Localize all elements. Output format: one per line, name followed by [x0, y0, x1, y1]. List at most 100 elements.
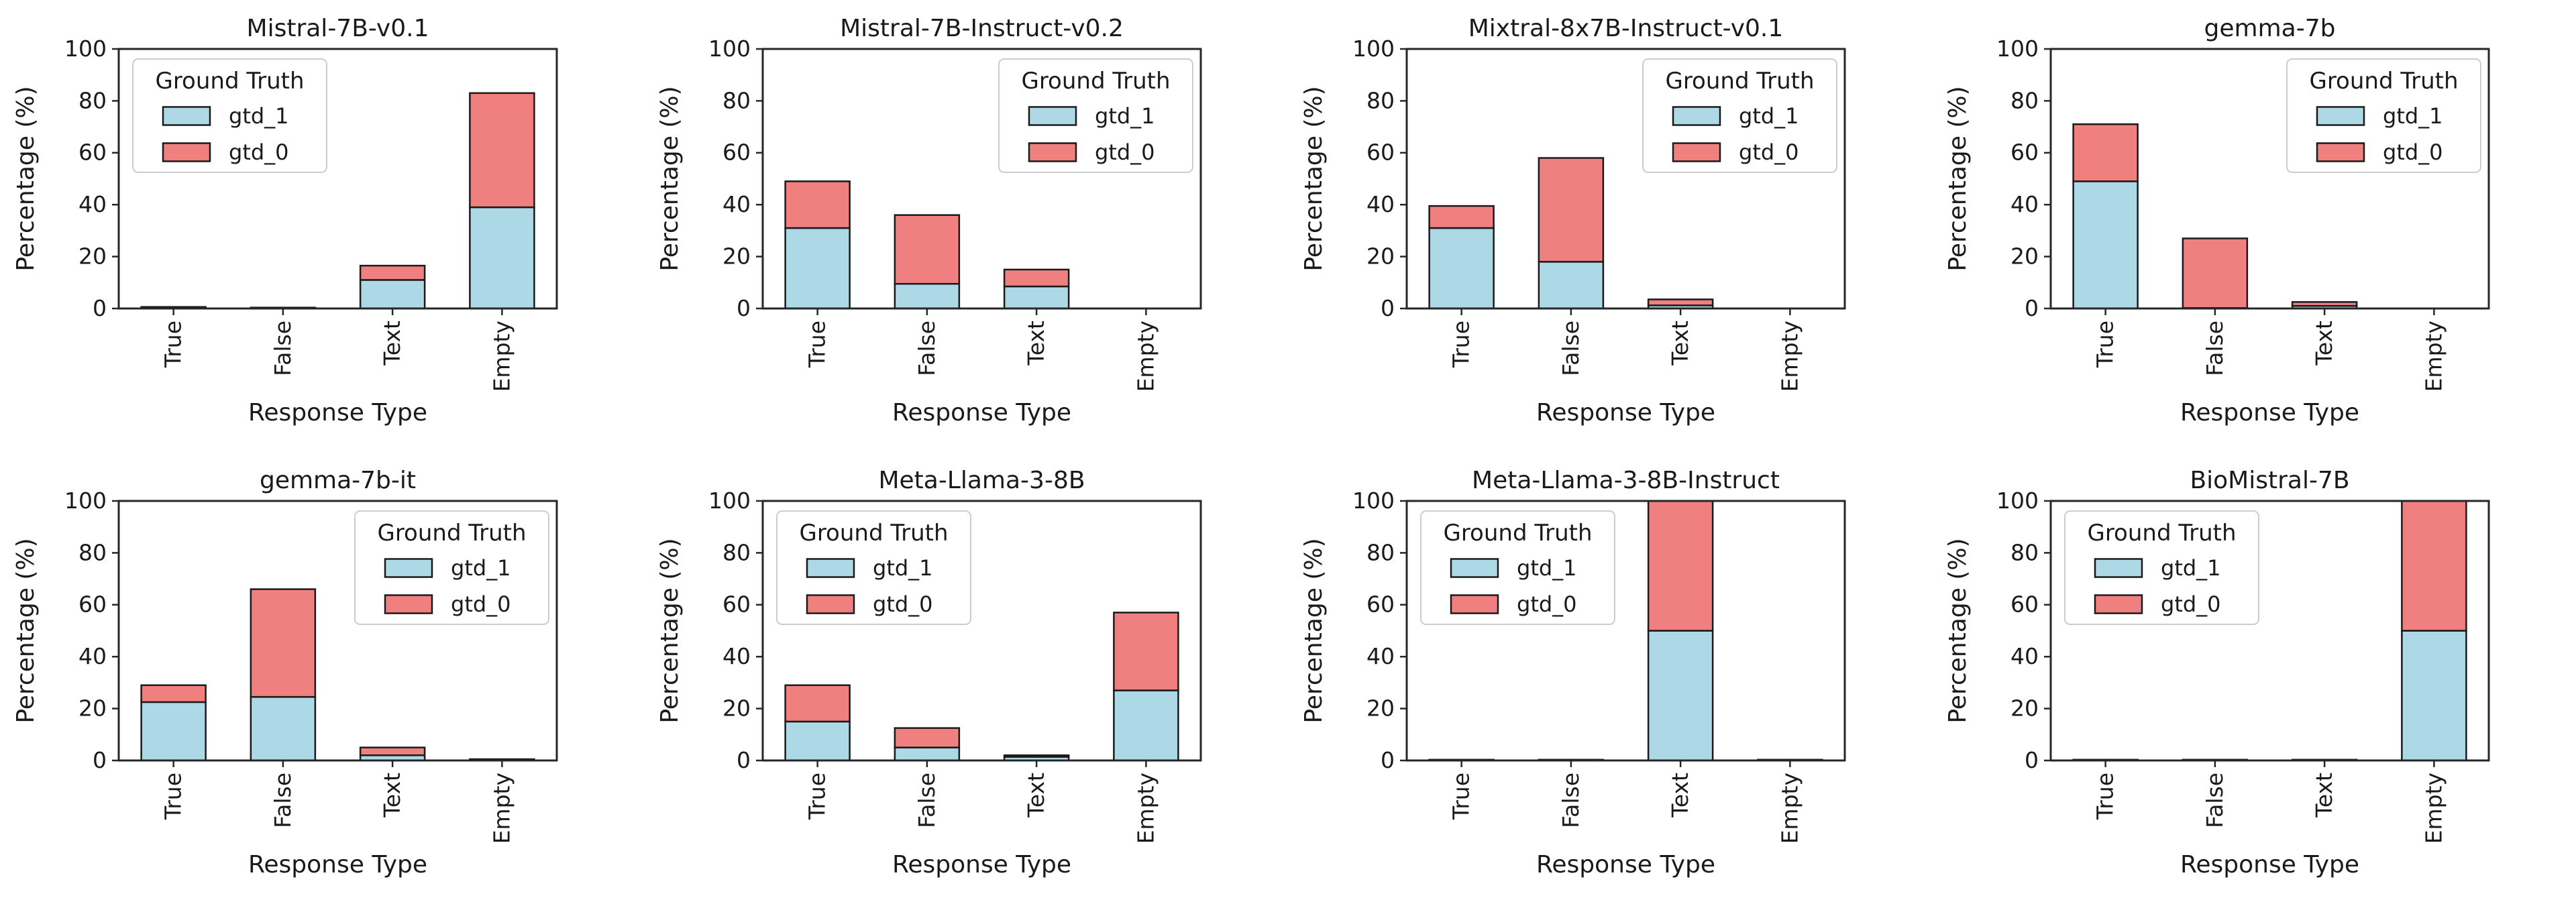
legend: Ground Truth gtd_1 gtd_0	[132, 58, 327, 173]
legend: Ground Truth gtd_1 gtd_0	[998, 58, 1193, 173]
x-axis-label: Response Type	[1536, 399, 1715, 427]
bar-segment-gtd_0-Text	[1003, 754, 1070, 758]
legend-label-gtd_1: gtd_1	[229, 103, 289, 129]
axes-frame	[1405, 500, 1846, 761]
plot-title: Mistral-7B-Instruct-v0.2	[840, 15, 1124, 42]
y-tick-label: 100	[1996, 487, 2039, 513]
x-tick-label: True	[804, 321, 830, 368]
plot-title: Mistral-7B-v0.1	[247, 15, 429, 42]
legend-label-gtd_0: gtd_0	[1095, 139, 1155, 165]
legend-title: Ground Truth	[2087, 520, 2236, 547]
plot-title: Meta-Llama-3-8B	[878, 467, 1085, 494]
legend-title: Ground Truth	[1021, 68, 1170, 95]
y-tick-label: 20	[722, 695, 751, 721]
x-axis-label: Response Type	[892, 399, 1071, 427]
y-tick-label: 60	[722, 139, 751, 166]
y-tick-label: 80	[2010, 87, 2039, 113]
axes-frame	[761, 500, 1202, 761]
bars-group	[1428, 500, 1823, 761]
y-tick-label: 40	[1366, 191, 1395, 217]
x-axis-label: Response Type	[248, 399, 427, 427]
bars-group	[2072, 500, 2467, 761]
y-tick-label: 20	[1366, 695, 1395, 721]
y-tick-label: 40	[722, 191, 751, 217]
bar-segment-gtd_1-False	[894, 746, 961, 761]
subplot-Meta-Llama-3-8B: 0 20 40 60 80 100 True False Text Empty Meta-Llama…	[644, 452, 1288, 904]
x-tick-label: Text	[379, 321, 405, 366]
x-tick-label: Empty	[2420, 321, 2447, 392]
x-tick-label: False	[914, 773, 940, 828]
subplot-Mixtral-8x7B-Instruct-v0.1: 0 20 40 60 80 100 True False Text Empty Mixtral-8x…	[1288, 0, 1932, 452]
x-tick-label: Text	[1667, 321, 1693, 366]
y-tick-label: 100	[708, 487, 751, 513]
legend-title: Ground Truth	[1443, 520, 1592, 547]
legend-label-gtd_0: gtd_0	[2161, 591, 2221, 617]
legend-swatch-gtd_0	[1450, 593, 1499, 614]
bar-segment-gtd_1-True	[784, 227, 851, 310]
x-tick-label: Empty	[2420, 773, 2447, 844]
legend-label-gtd_1: gtd_1	[451, 555, 511, 581]
bar-segment-gtd_1-True	[1428, 227, 1495, 310]
subplot-canvas: 0 20 40 60 80 100 True False Text Empty BioMistral…	[1944, 467, 2490, 879]
legend-label-gtd_1: gtd_1	[2161, 555, 2221, 581]
bar-segment-gtd_0-False	[2182, 237, 2249, 309]
x-tick-label: Empty	[1776, 773, 1803, 844]
legend: Ground Truth gtd_1 gtd_0	[776, 510, 971, 625]
axes-frame	[2049, 48, 2490, 310]
y-tick-label: 20	[2010, 695, 2039, 721]
legend-label-gtd_1: gtd_1	[2383, 103, 2443, 129]
bar-segment-gtd_0-Text	[1647, 298, 1714, 306]
y-axis-label: Percentage (%)	[1944, 86, 1972, 271]
legend-label-gtd_0: gtd_0	[2383, 139, 2443, 165]
plot-title: Mixtral-8x7B-Instruct-v0.1	[1468, 15, 1784, 42]
y-tick-label: 40	[1366, 643, 1395, 669]
y-tick-label: 20	[722, 243, 751, 269]
bar-segment-gtd_1-False	[250, 695, 317, 761]
x-tick-label: Text	[1023, 321, 1049, 366]
y-tick-label: 20	[2010, 243, 2039, 269]
legend-title: Ground Truth	[799, 520, 948, 547]
bar-segment-gtd_0-Empty	[469, 92, 535, 209]
bar-segment-gtd_0-False	[894, 214, 961, 285]
axes-frame	[117, 500, 558, 761]
subplot-canvas: 0 20 40 60 80 100 True False Text Empty Meta-Llama…	[1300, 467, 1846, 879]
y-tick-label: 100	[1352, 487, 1395, 513]
legend-title: Ground Truth	[377, 520, 526, 547]
bar-segment-gtd_0-True	[784, 180, 851, 229]
subplot-canvas: 0 20 40 60 80 100 True False Text Empty gemma-7b-i…	[12, 467, 558, 879]
legend-swatch-gtd_0	[1028, 142, 1077, 162]
x-tick-label: False	[1558, 321, 1584, 376]
y-tick-label: 0	[2025, 746, 2039, 773]
y-tick-label: 100	[1996, 36, 2039, 62]
subplot-BioMistral-7B: 0 20 40 60 80 100 True False Text Empty BioMistral…	[1932, 452, 2576, 904]
y-tick-label: 100	[64, 487, 107, 513]
y-axis-label: Percentage (%)	[1300, 86, 1328, 271]
bar-segment-gtd_0-False	[1538, 157, 1605, 263]
legend-swatch-gtd_1	[384, 557, 433, 578]
bar-segment-gtd_0-Empty	[1113, 611, 1179, 691]
subplot-canvas: 0 20 40 60 80 100 True False Text Empty Mixtral-8x…	[1300, 15, 1846, 427]
y-axis-label: Percentage (%)	[12, 86, 40, 271]
y-tick-label: 80	[2010, 539, 2039, 565]
legend-label-gtd_1: gtd_1	[873, 555, 933, 581]
subplot-canvas: 0 20 40 60 80 100 True False Text Empty Mistral-7B…	[12, 15, 558, 427]
axes-frame	[761, 48, 1202, 310]
bar-segment-gtd_1-Text	[1647, 629, 1714, 761]
subplot-Meta-Llama-3-8B-Instruct: 0 20 40 60 80 100 True False Text Empty Meta-Llama…	[1288, 452, 1932, 904]
bar-segment-gtd_0-True	[140, 684, 207, 703]
bar-segment-gtd_0-True	[2072, 123, 2139, 182]
legend-swatch-gtd_1	[162, 106, 211, 126]
y-tick-label: 40	[722, 643, 751, 669]
y-tick-label: 40	[2010, 191, 2039, 217]
plot-title: Meta-Llama-3-8B-Instruct	[1472, 467, 1780, 494]
y-tick-label: 40	[2010, 643, 2039, 669]
plot-title: gemma-7b-it	[260, 467, 416, 494]
y-tick-label: 60	[2010, 591, 2039, 617]
legend-title: Ground Truth	[2309, 68, 2458, 95]
bar-segment-gtd_1-Text	[1003, 285, 1070, 310]
legend-label-gtd_0: gtd_0	[1517, 591, 1577, 617]
x-tick-label: False	[270, 773, 296, 828]
bar-segment-gtd_1-True	[784, 720, 851, 761]
y-tick-label: 0	[737, 746, 751, 773]
